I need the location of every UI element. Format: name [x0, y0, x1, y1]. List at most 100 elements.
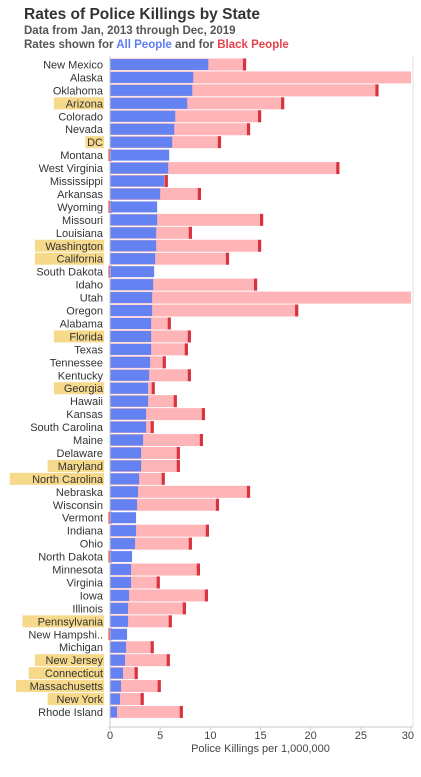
- bar-all-alabama: [110, 317, 152, 329]
- category-label-kentucky: Kentucky: [58, 370, 104, 382]
- bar-all-wyoming: [110, 201, 158, 213]
- category-label-kansas: Kansas: [66, 409, 103, 421]
- marker-black-delaware: [176, 446, 180, 459]
- marker-black-colorado: [257, 110, 262, 123]
- marker-black-indiana: [205, 524, 210, 537]
- bar-all-montana: [110, 149, 170, 161]
- x-tick-label-20: 20: [305, 730, 317, 742]
- marker-black-oklahoma: [375, 84, 379, 97]
- bar-all-new-hampshi: [110, 628, 128, 640]
- bar-all-alaska: [110, 71, 194, 83]
- bar-all-texas: [110, 343, 152, 355]
- bar-all-massachusetts: [110, 680, 122, 692]
- label-highlight-dc: [85, 136, 104, 149]
- category-label-west-virginia: West Virginia: [39, 163, 104, 175]
- legend-all-people: All People: [116, 39, 172, 51]
- marker-black-connecticut: [134, 667, 138, 680]
- category-label-nebraska: Nebraska: [56, 487, 104, 499]
- marker-black-washington: [257, 239, 262, 252]
- label-highlight-florida: [53, 330, 104, 343]
- category-label-oregon: Oregon: [66, 306, 103, 318]
- bar-all-mississippi: [110, 175, 165, 187]
- bar-all-colorado: [110, 110, 176, 122]
- subtitle-prefix: Rates shown for: [24, 39, 117, 51]
- category-label-colorado: Colorado: [58, 111, 103, 123]
- category-label-south-carolina: South Carolina: [30, 422, 104, 434]
- bar-all-iowa: [110, 589, 130, 601]
- category-label-florida: Florida: [69, 331, 104, 343]
- bar-all-connecticut: [110, 667, 124, 679]
- marker-black-alabama: [167, 317, 171, 330]
- category-label-south-dakota: South Dakota: [36, 267, 104, 279]
- label-highlight-new-york: [47, 693, 104, 706]
- marker-black-missouri: [260, 213, 264, 226]
- marker-black-michigan: [150, 641, 154, 654]
- bar-all-california: [110, 253, 156, 265]
- category-label-georgia: Georgia: [64, 383, 104, 395]
- category-label-virginia: Virginia: [67, 577, 104, 589]
- marker-black-arizona: [281, 97, 285, 110]
- marker-black-mississippi: [164, 175, 168, 188]
- bar-all-vermont: [110, 512, 137, 524]
- marker-black-maryland: [176, 459, 180, 472]
- bar-all-missouri: [110, 214, 158, 226]
- marker-black-new-jersey: [166, 654, 170, 667]
- bar-all-tennessee: [110, 356, 151, 368]
- bar-all-maine: [110, 434, 144, 446]
- bar-all-indiana: [110, 525, 137, 537]
- bar-all-virginia: [110, 576, 132, 588]
- x-axis-label: Police Killings per 1,000,000: [191, 743, 330, 755]
- bar-all-georgia: [110, 382, 149, 394]
- legend-black-people: Black People: [217, 39, 289, 51]
- category-label-iowa: Iowa: [80, 590, 104, 602]
- bar-all-new-york: [110, 693, 121, 705]
- label-highlight-connecticut: [28, 667, 105, 680]
- category-label-michigan: Michigan: [59, 642, 103, 654]
- bar-all-hawaii: [110, 395, 149, 407]
- category-label-wyoming: Wyoming: [57, 202, 103, 214]
- category-label-indiana: Indiana: [67, 526, 104, 538]
- label-highlight-georgia: [53, 382, 104, 395]
- x-tick-label-10: 10: [204, 730, 216, 742]
- category-label-massachusetts: Massachusetts: [30, 681, 104, 693]
- category-label-maryland: Maryland: [58, 461, 103, 473]
- bar-all-louisiana: [110, 227, 157, 239]
- marker-black-new-mexico: [242, 58, 247, 71]
- bar-all-south-carolina: [110, 421, 147, 433]
- label-highlight-north-carolina: [9, 472, 104, 485]
- marker-black-west-virginia: [336, 162, 340, 175]
- category-label-new-hampshi: New Hampshi..: [28, 629, 103, 641]
- category-label-delaware: Delaware: [57, 448, 103, 460]
- marker-black-illinois: [182, 602, 186, 615]
- category-label-alabama: Alabama: [60, 318, 104, 330]
- bar-all-new-mexico: [110, 58, 209, 70]
- bar-all-west-virginia: [110, 162, 169, 174]
- bar-all-nebraska: [110, 486, 139, 498]
- marker-black-florida: [187, 330, 191, 343]
- marker-black-texas: [184, 343, 188, 356]
- category-label-nevada: Nevada: [65, 124, 104, 136]
- category-label-hawaii: Hawaii: [70, 396, 103, 408]
- marker-black-maine: [199, 434, 204, 447]
- marker-black-ohio: [188, 537, 192, 550]
- marker-black-georgia: [151, 382, 155, 395]
- label-highlight-new-jersey: [35, 654, 104, 667]
- category-label-oklahoma: Oklahoma: [53, 85, 104, 97]
- category-label-utah: Utah: [80, 293, 103, 305]
- bar-all-arizona: [110, 97, 188, 109]
- marker-black-minnesota: [196, 563, 200, 576]
- marker-black-arkansas: [197, 187, 201, 200]
- category-label-wisconsin: Wisconsin: [53, 500, 103, 512]
- category-label-dc: DC: [87, 137, 103, 149]
- category-label-vermont: Vermont: [62, 513, 103, 525]
- bar-black-utah: [110, 291, 411, 304]
- marker-black-louisiana: [188, 226, 192, 239]
- bar-all-north-carolina: [110, 473, 140, 485]
- bar-all-maryland: [110, 460, 142, 472]
- category-label-maine: Maine: [73, 435, 103, 447]
- bar-black-iowa: [110, 589, 207, 602]
- category-label-tennessee: Tennessee: [50, 357, 103, 369]
- category-label-pennsylvania: Pennsylvania: [38, 616, 104, 628]
- bar-all-arkansas: [110, 188, 161, 200]
- marker-black-tennessee: [162, 356, 166, 369]
